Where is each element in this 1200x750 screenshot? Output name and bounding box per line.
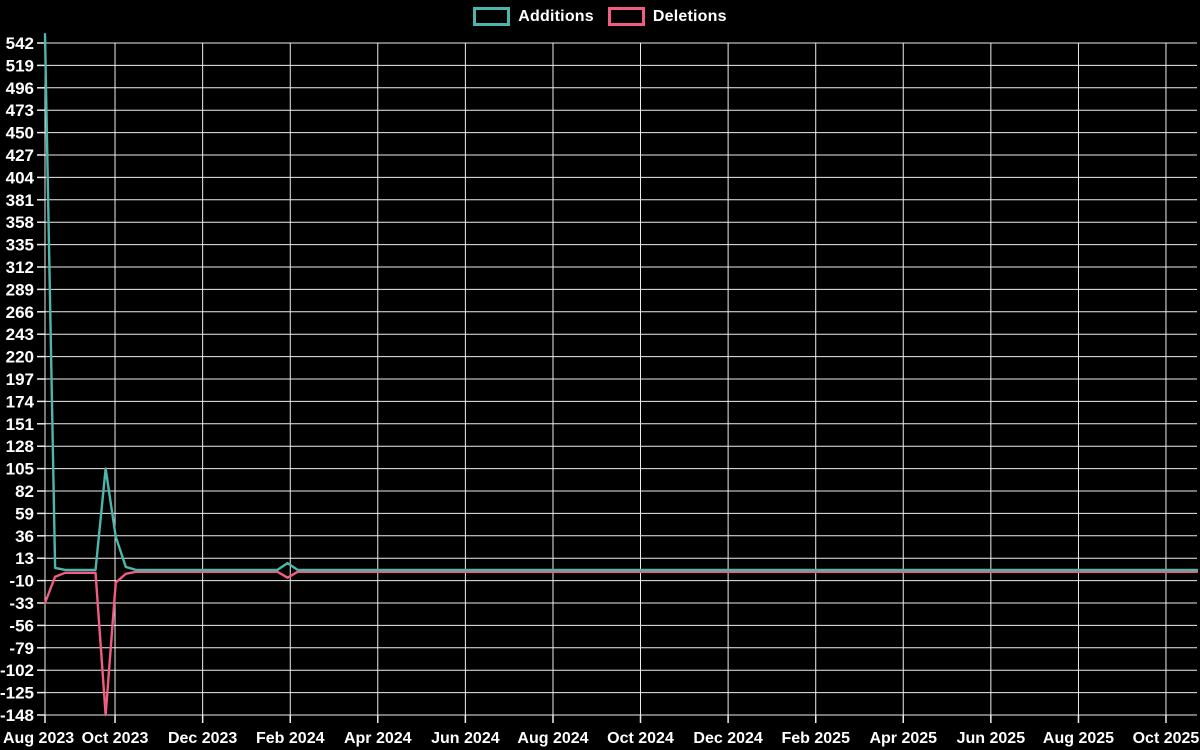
x-tick-label: Oct 2024 [607, 730, 674, 747]
y-tick-label: 220 [6, 348, 34, 367]
y-tick-label: 542 [6, 34, 34, 53]
additions-legend-label: Additions [518, 7, 594, 25]
deletions-legend-label: Deletions [652, 7, 727, 25]
y-tick-label: 82 [15, 482, 34, 501]
additions-swatch-icon [473, 7, 511, 26]
x-tick-label: Feb 2025 [781, 730, 850, 747]
legend-item-deletions[interactable]: Deletions [607, 7, 727, 26]
y-tick-label: 427 [6, 146, 34, 165]
deletions-line [43, 570, 1199, 717]
y-tick-label: -125 [0, 684, 34, 703]
y-tick-label: 105 [6, 460, 34, 479]
y-tick-label: 266 [6, 303, 34, 322]
y-tick-label: -10 [9, 572, 34, 591]
y-tick-label: 519 [6, 56, 34, 75]
y-tick-label: 473 [6, 101, 34, 120]
y-tick-label: -56 [9, 616, 34, 635]
y-tick-label: 289 [6, 280, 34, 299]
y-tick-label: 381 [6, 191, 34, 210]
y-tick-label: 404 [6, 168, 35, 187]
y-tick-label: -148 [0, 706, 34, 725]
y-tick-label: 243 [6, 325, 34, 344]
y-tick-label: 312 [6, 258, 34, 277]
x-tick-label: Dec 2023 [168, 730, 237, 747]
x-tick-label: Feb 2024 [256, 730, 325, 747]
y-tick-label: 335 [6, 236, 34, 255]
y-tick-label: 450 [6, 124, 34, 143]
x-tick-label: Oct 2025 [1133, 730, 1200, 747]
x-tick-label: Aug 2025 [1043, 730, 1114, 747]
x-tick-label: Dec 2024 [693, 730, 762, 747]
x-tick-label: Jun 2024 [431, 730, 500, 747]
legend-item-additions[interactable]: Additions [473, 7, 594, 26]
x-tick-label: Jun 2025 [957, 730, 1026, 747]
x-tick-label: Oct 2023 [82, 730, 149, 747]
y-tick-label: 174 [6, 392, 35, 411]
y-tick-label: 128 [6, 437, 34, 456]
y-tick-label: 358 [6, 213, 34, 232]
chart-legend: Additions Deletions [0, 7, 1200, 26]
y-tick-label: 496 [6, 79, 34, 98]
x-tick-label: Aug 2024 [517, 730, 588, 747]
deletions-swatch-icon [607, 7, 645, 26]
y-tick-label: -102 [0, 661, 34, 680]
x-tick-label: Aug 2023 [3, 730, 74, 747]
y-tick-label: 197 [6, 370, 34, 389]
x-tick-label: Apr 2025 [869, 730, 937, 747]
y-tick-label: -33 [9, 594, 34, 613]
y-tick-label: 36 [15, 527, 34, 546]
y-tick-label: 13 [15, 549, 34, 568]
y-tick-label: 59 [15, 504, 34, 523]
additions-line [43, 33, 1199, 572]
x-tick-label: Apr 2024 [344, 730, 412, 747]
y-tick-label: -79 [9, 639, 34, 658]
y-tick-label: 151 [6, 415, 34, 434]
